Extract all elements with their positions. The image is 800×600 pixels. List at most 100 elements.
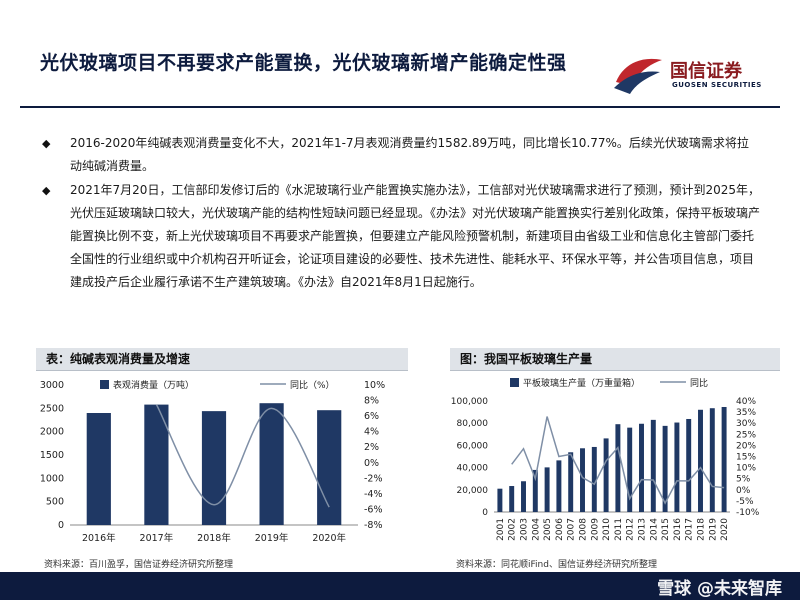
x-category-label: 2019 — [708, 518, 718, 541]
y-left-tick-label: 20,000 — [457, 486, 489, 496]
bar — [650, 419, 656, 512]
y-left-tick-label: 60,000 — [457, 441, 489, 451]
bar — [86, 413, 111, 525]
right-chart-title: 图：我国平板玻璃生产量 — [460, 352, 593, 366]
x-category-label: 2008 — [579, 518, 589, 541]
x-category-label: 2016 — [673, 518, 683, 541]
y-left-tick-label: 80,000 — [457, 419, 489, 429]
y-right-tick-label: 0% — [364, 458, 379, 469]
bar — [259, 403, 284, 525]
bar — [544, 467, 550, 512]
soda-ash-consumption-chart: 0 500 1000 1500 2000 2500 3000 -8% -6% -4% -2% 0% 2%… — [40, 379, 385, 544]
x-category-label: 2009 — [590, 518, 600, 541]
y-right-tick-label: 5% — [736, 475, 751, 485]
legend-bar-label: 表观消费量（万吨） — [113, 379, 194, 391]
y-right-tick-label: 6% — [364, 411, 379, 422]
legend-bar-swatch — [100, 380, 109, 389]
series-line — [511, 416, 725, 505]
x-category-label: 2017年 — [140, 532, 174, 544]
y-right-tick-label: -2% — [364, 473, 383, 484]
x-category-label: 2013 — [638, 518, 648, 541]
y-right-tick-label: 40% — [736, 397, 756, 407]
x-category-label: 2018 — [697, 518, 707, 541]
x-category-label: 2012 — [626, 518, 636, 541]
right-chart-header: 图：我国平板玻璃生产量 — [450, 348, 780, 371]
y-right-tick-label: 0% — [736, 486, 751, 496]
bullet-text: 2016-2020年纯碱表观消费量变化不大，2021年1-7月表观消费量约158… — [70, 136, 749, 173]
bar — [144, 404, 169, 525]
x-category-label: 2017 — [685, 518, 695, 541]
bar — [639, 423, 644, 512]
bullet-item: ◆ 2021年7月20日，工信部印发修订后的《水泥玻璃行业产能置换实施办法》，工… — [40, 179, 760, 294]
footer-bar — [0, 572, 800, 600]
flat-glass-production-chart: 0 20,000 40,000 60,000 80,000 100,000 -10%-5%0… — [451, 377, 760, 541]
y-left-tick-label: 2000 — [40, 427, 64, 438]
bar — [591, 446, 597, 512]
guosen-logo-icon — [614, 58, 662, 94]
bar — [721, 406, 727, 512]
bullet-item: ◆ 2016-2020年纯碱表观消费量变化不大，2021年1-7月表观消费量约1… — [40, 132, 760, 178]
bar — [317, 410, 342, 525]
bullet-list: ◆ 2016-2020年纯碱表观消费量变化不大，2021年1-7月表观消费量约1… — [40, 132, 760, 295]
y-right-tick-label: 10% — [364, 380, 385, 391]
legend-bar-label: 平板玻璃生产量（万重量箱） — [523, 377, 640, 389]
y-right-tick-label: 35% — [736, 408, 756, 418]
x-category-label: 2007 — [567, 518, 577, 541]
bar — [556, 460, 562, 512]
header-divider — [20, 106, 780, 108]
x-category-label: 2018年 — [197, 532, 231, 544]
bar — [201, 411, 227, 525]
y-left-tick-label: 1500 — [40, 450, 64, 461]
y-left-tick-label: 2500 — [40, 403, 64, 414]
x-category-label: 2019年 — [255, 532, 289, 544]
y-left-tick-label: 1000 — [40, 473, 64, 484]
y-right-tick-label: -6% — [364, 504, 383, 515]
x-category-label: 2014 — [649, 518, 659, 541]
y-right-tick-label: -8% — [364, 520, 383, 531]
y-left-tick-label: 100,000 — [451, 397, 488, 407]
bar — [615, 424, 621, 512]
bar — [521, 481, 526, 512]
y-right-tick-label: 15% — [736, 453, 756, 463]
x-category-label: 2020 — [720, 518, 730, 541]
bar — [497, 488, 503, 512]
watermark-text: 雪球 @未来智库 — [657, 579, 782, 599]
x-category-label: 2004 — [531, 518, 541, 541]
y-left-tick-label: 3000 — [40, 380, 64, 391]
y-right-tick-label: 2% — [364, 442, 379, 453]
x-category-label: 2003 — [520, 518, 530, 541]
left-chart-source: 资料来源：百川盈孚，国信证券经济研究所整理 — [44, 560, 234, 570]
y-right-tick-label: -4% — [364, 489, 383, 500]
bar — [686, 418, 692, 512]
company-logo: 国信证券 GUOSEN SECURITIES — [610, 52, 780, 96]
left-chart-header: 表：纯碱表观消费量及增速 — [36, 348, 408, 371]
y-right-tick-label: 8% — [364, 396, 379, 407]
logo-english-name: GUOSEN SECURITIES — [672, 81, 762, 89]
left-chart-title: 表：纯碱表观消费量及增速 — [46, 352, 191, 366]
bullet-text: 2021年7月20日，工信部印发修订后的《水泥玻璃行业产能置换实施办法》，工信部… — [70, 183, 761, 289]
legend-line-label: 同比 — [690, 377, 708, 389]
x-category-label: 2002 — [508, 518, 518, 541]
y-right-tick-label: -10% — [736, 508, 760, 518]
page-title: 光伏玻璃项目不再要求产能置换，光伏玻璃新增产能确定性强 — [40, 52, 567, 74]
y-right-tick-label: 30% — [736, 419, 756, 429]
bar — [568, 452, 574, 512]
y-left-tick-label: 500 — [46, 497, 64, 508]
x-category-label: 2011 — [614, 518, 624, 541]
y-left-tick-label: 40,000 — [457, 464, 489, 474]
bar — [709, 408, 715, 512]
bar — [674, 422, 680, 512]
y-right-tick-label: -5% — [736, 497, 754, 507]
series-line — [155, 404, 330, 508]
bar — [509, 486, 515, 512]
x-category-label: 2010 — [602, 518, 612, 541]
y-right-tick-label: 25% — [736, 430, 756, 440]
diamond-bullet-icon: ◆ — [42, 184, 51, 197]
y-left-tick-label: 0 — [58, 520, 64, 531]
bar — [532, 469, 538, 512]
x-category-label: 2020年 — [312, 532, 346, 544]
x-category-label: 2006 — [555, 518, 565, 541]
x-category-label: 2005 — [543, 518, 553, 541]
diamond-bullet-icon: ◆ — [42, 137, 51, 150]
x-category-label: 2015 — [661, 518, 671, 541]
